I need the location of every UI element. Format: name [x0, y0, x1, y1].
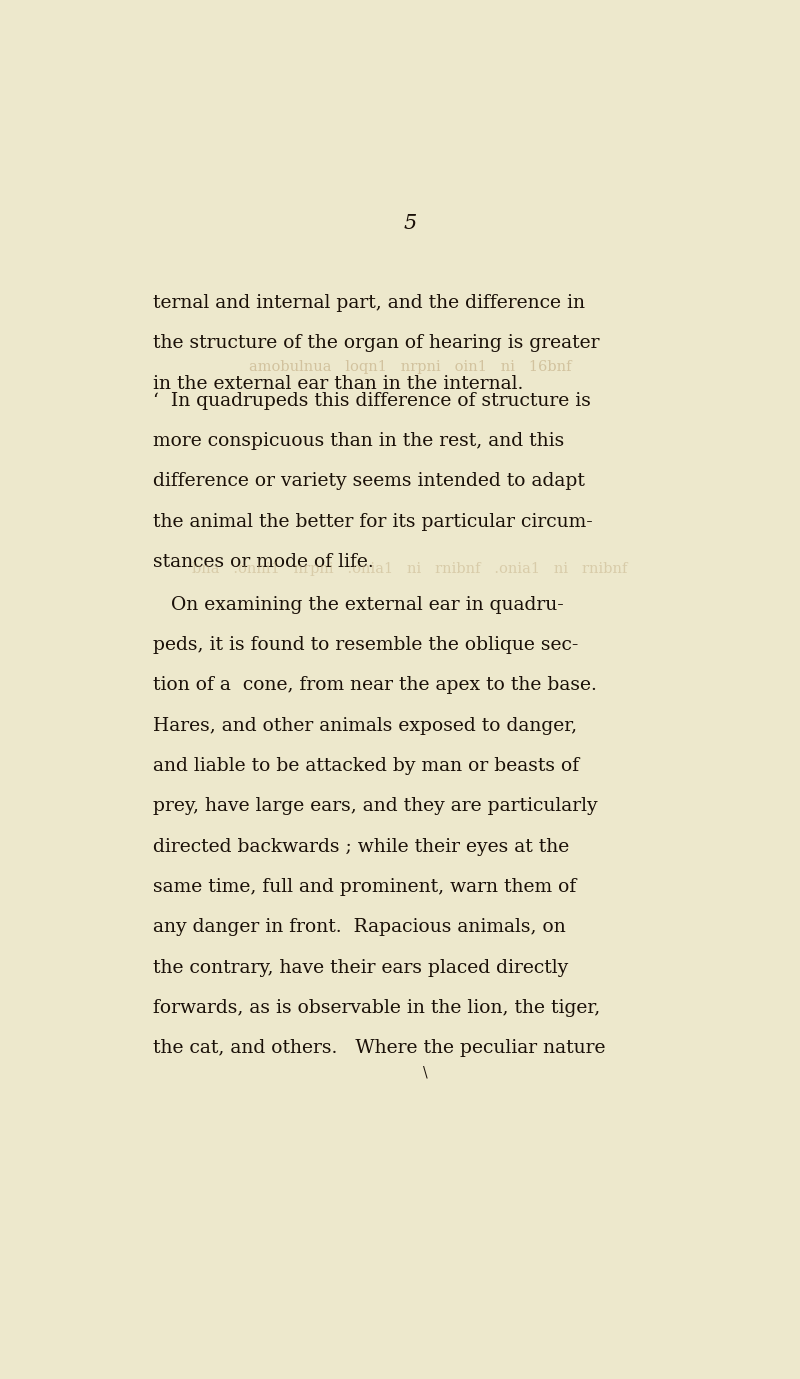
Text: the cat, and others.   Where the peculiar nature: the cat, and others. Where the peculiar … — [153, 1040, 606, 1058]
Text: On examining the external ear in quadru-: On examining the external ear in quadru- — [153, 596, 563, 614]
Text: Hares, and other animals exposed to danger,: Hares, and other animals exposed to dang… — [153, 717, 577, 735]
Text: in the external ear than in the internal.: in the external ear than in the internal… — [153, 375, 523, 393]
Text: bna   .onni1   nrpni   .onia1   ni   rnibnf   .onia1   ni   rnibnf: bna .onni1 nrpni .onia1 ni rnibnf .onia1… — [192, 561, 628, 575]
Text: forwards, as is observable in the lion, the tiger,: forwards, as is observable in the lion, … — [153, 998, 600, 1018]
Text: the contrary, have their ears placed directly: the contrary, have their ears placed dir… — [153, 958, 568, 976]
Text: ternal and internal part, and the difference in: ternal and internal part, and the differ… — [153, 294, 585, 312]
Text: and liable to be attacked by man or beasts of: and liable to be attacked by man or beas… — [153, 757, 579, 775]
Text: any danger in front.  Rapacious animals, on: any danger in front. Rapacious animals, … — [153, 918, 566, 936]
Text: stances or mode of life.: stances or mode of life. — [153, 553, 374, 571]
Text: more conspicuous than in the rest, and this: more conspicuous than in the rest, and t… — [153, 432, 564, 450]
Text: ‘  In quadrupeds this difference of structure is: ‘ In quadrupeds this difference of struc… — [153, 392, 590, 410]
Text: difference or variety seems intended to adapt: difference or variety seems intended to … — [153, 473, 585, 491]
Text: the animal the better for its particular circum-: the animal the better for its particular… — [153, 513, 593, 531]
Text: tion of a  cone, from near the apex to the base.: tion of a cone, from near the apex to th… — [153, 676, 597, 694]
Text: prey, have large ears, and they are particularly: prey, have large ears, and they are part… — [153, 797, 598, 815]
Text: peds, it is found to resemble the oblique sec-: peds, it is found to resemble the obliqu… — [153, 636, 578, 654]
Text: directed backwards ; while their eyes at the: directed backwards ; while their eyes at… — [153, 837, 569, 855]
Text: 5: 5 — [403, 214, 417, 233]
Text: the structure of the organ of hearing is greater: the structure of the organ of hearing is… — [153, 334, 599, 352]
Text: \: \ — [423, 1066, 428, 1080]
Text: amobulnua   loqn1   nrpni   oin1   ni   16bnf: amobulnua loqn1 nrpni oin1 ni 16bnf — [249, 360, 571, 374]
Text: same time, full and prominent, warn them of: same time, full and prominent, warn them… — [153, 878, 576, 896]
